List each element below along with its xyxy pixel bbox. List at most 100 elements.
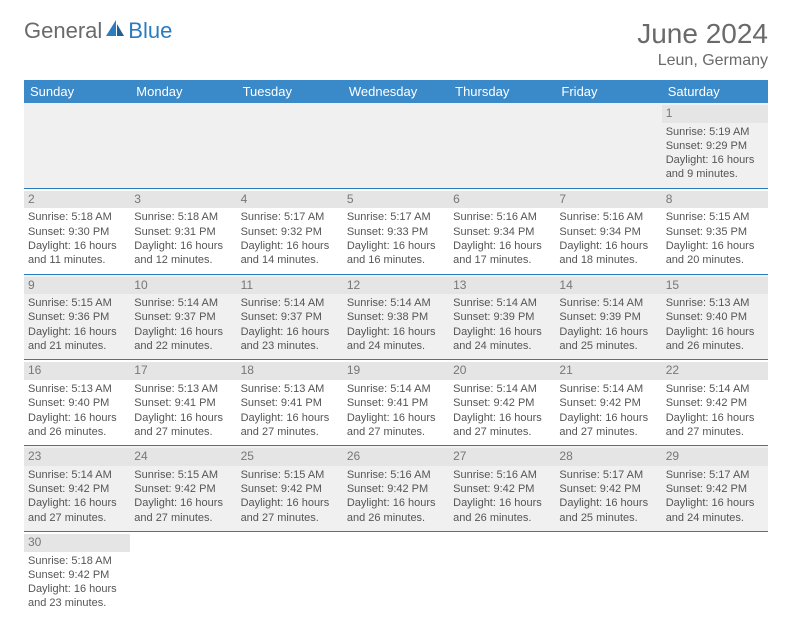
daylight-text: Daylight: 16 hours and 26 minutes.	[453, 496, 551, 525]
day-number: 29	[662, 448, 768, 466]
day-number: 14	[555, 277, 661, 295]
calendar-day-cell: 4Sunrise: 5:17 AMSunset: 9:32 PMDaylight…	[237, 188, 343, 274]
daylight-text: Daylight: 16 hours and 25 minutes.	[559, 325, 657, 354]
day-number: 27	[449, 448, 555, 466]
sunrise-text: Sunrise: 5:16 AM	[347, 468, 445, 482]
calendar-day-cell: 30Sunrise: 5:18 AMSunset: 9:42 PMDayligh…	[24, 531, 130, 616]
calendar-day-cell: 19Sunrise: 5:14 AMSunset: 9:41 PMDayligh…	[343, 360, 449, 446]
sunrise-text: Sunrise: 5:14 AM	[453, 382, 551, 396]
sunrise-text: Sunrise: 5:15 AM	[134, 468, 232, 482]
sunset-text: Sunset: 9:39 PM	[453, 310, 551, 324]
sunrise-text: Sunrise: 5:19 AM	[666, 125, 764, 139]
day-header: Tuesday	[237, 80, 343, 103]
calendar-day-cell: .	[449, 103, 555, 188]
sunrise-text: Sunrise: 5:13 AM	[666, 296, 764, 310]
calendar-week-row: 30Sunrise: 5:18 AMSunset: 9:42 PMDayligh…	[24, 531, 768, 616]
calendar-day-cell: .	[343, 531, 449, 616]
sunrise-text: Sunrise: 5:17 AM	[241, 210, 339, 224]
daylight-text: Daylight: 16 hours and 11 minutes.	[28, 239, 126, 268]
sunrise-text: Sunrise: 5:14 AM	[347, 382, 445, 396]
sunrise-text: Sunrise: 5:14 AM	[559, 296, 657, 310]
day-number: 9	[24, 277, 130, 295]
sunset-text: Sunset: 9:32 PM	[241, 225, 339, 239]
sunset-text: Sunset: 9:40 PM	[28, 396, 126, 410]
calendar-week-row: 2Sunrise: 5:18 AMSunset: 9:30 PMDaylight…	[24, 188, 768, 274]
day-number: 1	[662, 105, 768, 123]
calendar-day-cell: 10Sunrise: 5:14 AMSunset: 9:37 PMDayligh…	[130, 274, 236, 360]
day-header: Thursday	[449, 80, 555, 103]
logo-sail-icon	[104, 18, 126, 44]
sunset-text: Sunset: 9:42 PM	[241, 482, 339, 496]
sunrise-text: Sunrise: 5:13 AM	[28, 382, 126, 396]
calendar-day-cell: 29Sunrise: 5:17 AMSunset: 9:42 PMDayligh…	[662, 446, 768, 532]
logo-text-1: General	[24, 18, 102, 44]
daylight-text: Daylight: 16 hours and 17 minutes.	[453, 239, 551, 268]
calendar-day-cell: 14Sunrise: 5:14 AMSunset: 9:39 PMDayligh…	[555, 274, 661, 360]
sunrise-text: Sunrise: 5:14 AM	[666, 382, 764, 396]
calendar-day-cell: 25Sunrise: 5:15 AMSunset: 9:42 PMDayligh…	[237, 446, 343, 532]
sunrise-text: Sunrise: 5:18 AM	[134, 210, 232, 224]
sunset-text: Sunset: 9:33 PM	[347, 225, 445, 239]
day-number: 3	[130, 191, 236, 209]
day-number: 8	[662, 191, 768, 209]
daylight-text: Daylight: 16 hours and 27 minutes.	[453, 411, 551, 440]
day-header: Friday	[555, 80, 661, 103]
daylight-text: Daylight: 16 hours and 24 minutes.	[347, 325, 445, 354]
calendar-week-row: ......1Sunrise: 5:19 AMSunset: 9:29 PMDa…	[24, 103, 768, 188]
sunrise-text: Sunrise: 5:13 AM	[134, 382, 232, 396]
calendar-week-row: 16Sunrise: 5:13 AMSunset: 9:40 PMDayligh…	[24, 360, 768, 446]
sunrise-text: Sunrise: 5:18 AM	[28, 210, 126, 224]
calendar-day-cell: 5Sunrise: 5:17 AMSunset: 9:33 PMDaylight…	[343, 188, 449, 274]
title-block: June 2024 Leun, Germany	[637, 18, 768, 70]
sunrise-text: Sunrise: 5:14 AM	[241, 296, 339, 310]
sunset-text: Sunset: 9:34 PM	[453, 225, 551, 239]
day-number: 22	[662, 362, 768, 380]
day-header: Sunday	[24, 80, 130, 103]
calendar-day-cell: 15Sunrise: 5:13 AMSunset: 9:40 PMDayligh…	[662, 274, 768, 360]
day-number: 30	[24, 534, 130, 552]
daylight-text: Daylight: 16 hours and 23 minutes.	[241, 325, 339, 354]
daylight-text: Daylight: 16 hours and 27 minutes.	[241, 496, 339, 525]
daylight-text: Daylight: 16 hours and 26 minutes.	[666, 325, 764, 354]
daylight-text: Daylight: 16 hours and 26 minutes.	[28, 411, 126, 440]
sunrise-text: Sunrise: 5:18 AM	[28, 554, 126, 568]
sunset-text: Sunset: 9:37 PM	[241, 310, 339, 324]
daylight-text: Daylight: 16 hours and 27 minutes.	[559, 411, 657, 440]
calendar-day-cell: 6Sunrise: 5:16 AMSunset: 9:34 PMDaylight…	[449, 188, 555, 274]
sunrise-text: Sunrise: 5:14 AM	[559, 382, 657, 396]
day-number: 11	[237, 277, 343, 295]
sunrise-text: Sunrise: 5:14 AM	[134, 296, 232, 310]
day-number: 26	[343, 448, 449, 466]
sunset-text: Sunset: 9:42 PM	[134, 482, 232, 496]
calendar-day-cell: 22Sunrise: 5:14 AMSunset: 9:42 PMDayligh…	[662, 360, 768, 446]
calendar-day-cell: 21Sunrise: 5:14 AMSunset: 9:42 PMDayligh…	[555, 360, 661, 446]
sunrise-text: Sunrise: 5:14 AM	[28, 468, 126, 482]
calendar-day-cell: 27Sunrise: 5:16 AMSunset: 9:42 PMDayligh…	[449, 446, 555, 532]
calendar-day-cell: 8Sunrise: 5:15 AMSunset: 9:35 PMDaylight…	[662, 188, 768, 274]
daylight-text: Daylight: 16 hours and 12 minutes.	[134, 239, 232, 268]
daylight-text: Daylight: 16 hours and 26 minutes.	[347, 496, 445, 525]
sunset-text: Sunset: 9:35 PM	[666, 225, 764, 239]
calendar-header-row: Sunday Monday Tuesday Wednesday Thursday…	[24, 80, 768, 103]
calendar-day-cell: 16 Sunrise: 5:13 AMSunset: 9:40 PMDayligh…	[24, 360, 130, 446]
sunrise-text: Sunrise: 5:17 AM	[347, 210, 445, 224]
day-number: 13	[449, 277, 555, 295]
calendar-table: Sunday Monday Tuesday Wednesday Thursday…	[24, 80, 768, 617]
sunset-text: Sunset: 9:39 PM	[559, 310, 657, 324]
day-header: Monday	[130, 80, 236, 103]
sunrise-text: Sunrise: 5:13 AM	[241, 382, 339, 396]
daylight-text: Daylight: 16 hours and 21 minutes.	[28, 325, 126, 354]
sunset-text: Sunset: 9:42 PM	[666, 482, 764, 496]
daylight-text: Daylight: 16 hours and 27 minutes.	[134, 496, 232, 525]
calendar-day-cell: 12Sunrise: 5:14 AMSunset: 9:38 PMDayligh…	[343, 274, 449, 360]
sunset-text: Sunset: 9:30 PM	[28, 225, 126, 239]
calendar-day-cell: 1Sunrise: 5:19 AMSunset: 9:29 PMDaylight…	[662, 103, 768, 188]
day-number: 16	[24, 362, 130, 380]
sunrise-text: Sunrise: 5:15 AM	[241, 468, 339, 482]
day-number: 12	[343, 277, 449, 295]
daylight-text: Daylight: 16 hours and 24 minutes.	[666, 496, 764, 525]
day-number: 23	[24, 448, 130, 466]
sunset-text: Sunset: 9:37 PM	[134, 310, 232, 324]
daylight-text: Daylight: 16 hours and 23 minutes.	[28, 582, 126, 611]
sunset-text: Sunset: 9:42 PM	[666, 396, 764, 410]
